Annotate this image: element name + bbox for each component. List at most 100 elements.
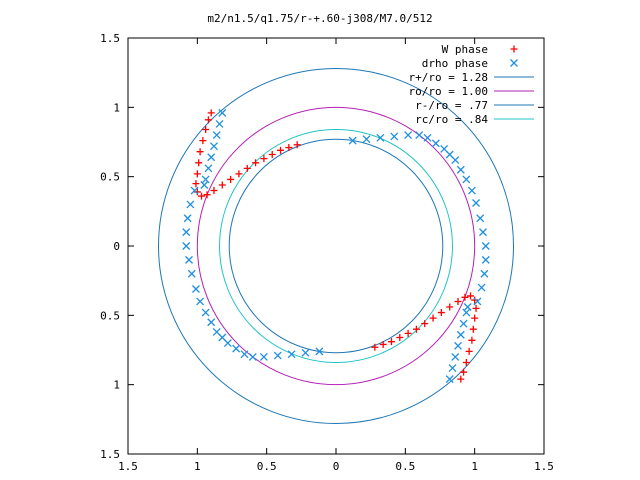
point-0-25 [396, 334, 404, 342]
point-0-11 [203, 191, 211, 199]
point-1-19 [480, 269, 489, 278]
point-1-56 [456, 330, 465, 339]
point-0-6 [243, 164, 251, 172]
point-0-39 [468, 336, 476, 344]
point-1-22 [315, 347, 324, 356]
point-1-54 [451, 352, 460, 361]
point-1-12 [462, 175, 471, 184]
point-1-48 [207, 153, 216, 162]
point-0-16 [195, 159, 203, 167]
point-0-38 [469, 325, 477, 333]
x-tick-label-2: 0.5 [257, 460, 277, 473]
reference-circles [158, 68, 514, 424]
series-0 [192, 109, 480, 383]
point-1-2 [376, 133, 385, 142]
point-0-19 [202, 126, 210, 134]
point-1-5 [415, 131, 424, 140]
point-1-36 [191, 285, 200, 293]
point-0-26 [404, 329, 412, 337]
legend-label-circle-0: r+/ro = 1.28 [409, 71, 488, 84]
point-1-25 [273, 351, 282, 360]
point-1-57 [459, 319, 468, 328]
point-0-40 [465, 347, 473, 355]
point-0-13 [193, 188, 201, 196]
point-1-21 [473, 297, 482, 306]
point-1-32 [212, 328, 221, 336]
y-tick-label-0: 1.5 [100, 448, 120, 461]
point-1-52 [445, 375, 454, 384]
point-0-14 [192, 180, 200, 188]
point-1-34 [201, 308, 210, 317]
y-tick-label-2: 0.5 [100, 309, 120, 322]
y-tick-label-5: 1 [113, 101, 120, 114]
legend-marker-series-0 [510, 45, 518, 53]
point-0-2 [277, 146, 285, 154]
point-0-0 [293, 141, 301, 149]
point-1-10 [451, 156, 460, 164]
point-0-15 [193, 170, 201, 178]
point-1-39 [182, 242, 191, 250]
point-1-28 [240, 350, 249, 359]
point-1-0 [348, 136, 357, 145]
legend-label-circle-1: ro/ro = 1.00 [409, 85, 488, 98]
point-0-28 [421, 320, 429, 328]
point-1-38 [185, 255, 193, 264]
point-0-17 [196, 148, 204, 156]
point-1-47 [210, 142, 218, 151]
point-1-4 [404, 131, 413, 140]
point-0-18 [199, 137, 207, 145]
point-1-15 [476, 214, 485, 223]
point-1-1 [362, 135, 371, 144]
point-1-55 [454, 341, 462, 350]
point-1-3 [390, 132, 399, 141]
point-0-33 [461, 293, 469, 301]
point-1-51 [200, 181, 209, 189]
point-0-29 [429, 314, 437, 322]
axis-ticks: 1.5 1 0.5 0 0.5 1 1.51.510.500.511.5 [100, 32, 554, 473]
point-0-32 [454, 297, 462, 305]
point-0-1 [285, 144, 293, 152]
point-0-7 [235, 170, 243, 178]
chart-title: m2/n1.5/q1.75/r-+.60-j308/M7.0/512 [207, 12, 432, 25]
point-1-14 [472, 199, 481, 207]
y-tick-label-6: 1.5 [100, 32, 120, 45]
legend-label-circle-2: r-/ro = .77 [415, 99, 488, 112]
point-1-59 [463, 303, 472, 311]
point-1-18 [481, 255, 490, 264]
point-1-46 [212, 131, 221, 140]
point-0-12 [197, 192, 205, 200]
y-tick-label-4: 0.5 [100, 171, 120, 184]
point-1-13 [467, 186, 476, 195]
x-tick-label-0: 1.5 [118, 460, 138, 473]
point-0-31 [446, 303, 454, 311]
y-tick-label-3: 0 [113, 240, 120, 253]
point-0-5 [252, 159, 260, 167]
point-0-20 [204, 116, 212, 124]
point-1-17 [481, 242, 490, 250]
point-1-6 [423, 133, 432, 142]
point-0-34 [467, 292, 475, 300]
point-0-3 [268, 150, 276, 158]
point-1-44 [218, 108, 227, 117]
point-1-20 [477, 283, 486, 292]
point-0-37 [471, 314, 479, 322]
point-0-35 [471, 296, 479, 304]
point-1-49 [204, 164, 213, 173]
point-1-7 [431, 139, 440, 148]
legend-label-series-0: W phase [442, 43, 488, 56]
circle-0 [158, 68, 514, 424]
series-1 [182, 108, 490, 384]
x-tick-label-4: 0.5 [395, 460, 415, 473]
point-1-23 [301, 348, 310, 357]
circle-2 [228, 138, 444, 354]
point-1-45 [215, 120, 224, 128]
point-0-8 [227, 175, 235, 183]
point-0-23 [379, 340, 387, 348]
point-0-27 [412, 325, 420, 333]
point-0-30 [437, 309, 445, 317]
point-1-43 [190, 186, 199, 195]
point-1-35 [196, 297, 205, 306]
point-1-11 [456, 165, 465, 174]
x-tick-label-1: 1 [194, 460, 201, 473]
